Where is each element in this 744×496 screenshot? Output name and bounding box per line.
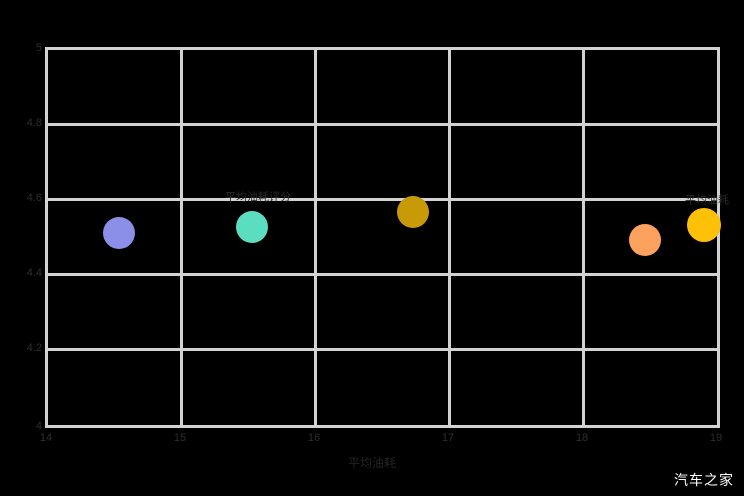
y-tick-label: 4.2 (26, 342, 42, 354)
gridline-vertical (582, 50, 585, 425)
data-point[interactable] (103, 217, 135, 249)
gridline-horizontal (48, 123, 717, 126)
y-tick-label: 4.4 (26, 267, 42, 279)
y-tick-label: 4.8 (26, 117, 42, 129)
gridline-horizontal (48, 198, 717, 201)
x-tick-label: 14 (39, 432, 53, 444)
x-axis-title: 平均油耗 (347, 456, 396, 470)
watermark: 汽车之家 (674, 473, 734, 489)
x-tick-label: 16 (307, 432, 321, 444)
data-point[interactable] (397, 196, 429, 228)
x-tick-label: 18 (575, 432, 589, 444)
y-tick-label: 5 (35, 42, 42, 54)
data-point[interactable] (629, 224, 661, 256)
point-annotation: 平均油耗评分 (225, 191, 291, 204)
point-annotation: 平均油耗 (685, 194, 729, 207)
plot-area (45, 47, 720, 428)
x-tick-label: 19 (709, 432, 723, 444)
gridline-vertical (448, 50, 451, 425)
gridline-horizontal (48, 348, 717, 351)
gridline-vertical (180, 50, 183, 425)
gridline-vertical (314, 50, 317, 425)
x-tick-label: 15 (173, 432, 187, 444)
data-point[interactable] (687, 208, 721, 242)
gridline-horizontal (48, 273, 717, 276)
y-tick-label: 4 (35, 420, 42, 432)
x-tick-label: 17 (441, 432, 455, 444)
y-tick-label: 4.6 (26, 192, 42, 204)
data-point[interactable] (236, 211, 268, 243)
